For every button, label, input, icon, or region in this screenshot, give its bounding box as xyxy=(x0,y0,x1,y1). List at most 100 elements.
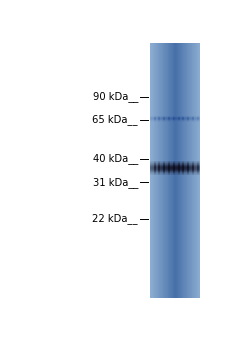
Bar xyxy=(174,163,175,164)
Bar xyxy=(192,43,194,298)
Bar xyxy=(162,173,163,174)
Bar xyxy=(164,167,165,168)
Bar xyxy=(150,163,151,164)
Bar xyxy=(195,174,196,175)
Bar xyxy=(163,170,165,171)
Bar xyxy=(183,167,184,168)
Bar xyxy=(163,167,164,168)
Bar xyxy=(153,164,154,165)
Bar xyxy=(177,163,178,164)
Bar xyxy=(154,162,155,163)
Bar xyxy=(161,161,162,162)
Bar xyxy=(173,165,174,166)
Bar xyxy=(169,173,170,174)
Bar xyxy=(178,172,179,173)
Bar xyxy=(190,170,191,171)
Bar xyxy=(170,43,171,298)
Bar xyxy=(169,168,170,169)
Bar xyxy=(179,171,180,172)
Bar xyxy=(174,167,175,168)
Bar xyxy=(174,170,175,171)
Bar xyxy=(174,165,175,166)
Bar xyxy=(198,168,199,169)
Bar xyxy=(193,172,194,173)
Bar xyxy=(184,165,185,166)
Bar xyxy=(194,163,195,164)
Bar xyxy=(153,174,154,175)
Bar xyxy=(163,174,165,175)
Bar xyxy=(167,169,168,170)
Bar xyxy=(173,162,174,163)
Bar xyxy=(166,163,167,164)
Bar xyxy=(183,168,184,169)
Bar xyxy=(156,167,157,168)
Bar xyxy=(178,167,180,168)
Bar xyxy=(183,172,184,173)
Bar xyxy=(154,164,155,165)
Bar xyxy=(197,161,199,162)
Bar xyxy=(167,164,168,165)
Bar xyxy=(192,168,193,169)
Bar xyxy=(192,172,193,173)
Bar xyxy=(151,169,152,170)
Bar xyxy=(192,166,193,167)
Bar xyxy=(153,165,155,166)
Bar xyxy=(180,167,181,168)
Bar xyxy=(166,171,167,172)
Bar xyxy=(175,167,176,168)
Bar xyxy=(199,162,200,163)
Bar xyxy=(185,167,186,168)
Bar xyxy=(173,171,174,172)
Bar xyxy=(173,167,175,168)
Bar xyxy=(151,43,152,298)
Bar xyxy=(165,161,166,162)
Bar xyxy=(184,169,185,170)
Bar xyxy=(162,171,163,172)
Bar xyxy=(191,162,192,163)
Bar xyxy=(169,172,170,173)
Bar xyxy=(174,164,175,165)
Bar xyxy=(173,172,174,173)
Bar xyxy=(173,173,175,174)
Bar xyxy=(187,163,188,164)
Bar xyxy=(197,164,199,165)
Bar xyxy=(150,169,151,170)
Bar xyxy=(198,167,199,168)
Bar xyxy=(163,171,164,172)
Bar xyxy=(182,167,184,168)
Bar xyxy=(164,163,165,164)
Bar xyxy=(164,169,165,170)
Bar xyxy=(178,169,179,170)
Bar xyxy=(171,165,172,166)
Bar xyxy=(176,165,177,166)
Bar xyxy=(166,168,167,169)
Bar xyxy=(175,161,176,162)
Bar xyxy=(185,168,186,169)
Bar xyxy=(197,173,198,174)
Bar xyxy=(193,167,194,168)
Bar xyxy=(163,161,165,162)
Bar xyxy=(159,172,160,173)
Bar xyxy=(171,170,172,171)
Bar xyxy=(188,166,189,167)
Bar xyxy=(161,168,162,169)
Bar xyxy=(196,171,197,172)
Bar xyxy=(196,168,197,169)
Bar xyxy=(182,161,183,162)
Bar xyxy=(192,163,194,164)
Bar xyxy=(158,165,160,166)
Bar xyxy=(197,173,199,174)
Bar xyxy=(197,166,199,167)
Bar xyxy=(159,169,160,170)
Bar xyxy=(179,174,180,175)
Bar xyxy=(186,171,187,172)
Bar xyxy=(155,163,156,164)
Bar xyxy=(186,172,187,173)
Bar xyxy=(169,174,170,175)
Bar xyxy=(163,174,164,175)
Bar xyxy=(189,173,190,174)
Bar xyxy=(151,161,152,162)
Bar xyxy=(191,168,192,169)
Bar xyxy=(158,43,159,298)
Bar xyxy=(178,166,180,167)
